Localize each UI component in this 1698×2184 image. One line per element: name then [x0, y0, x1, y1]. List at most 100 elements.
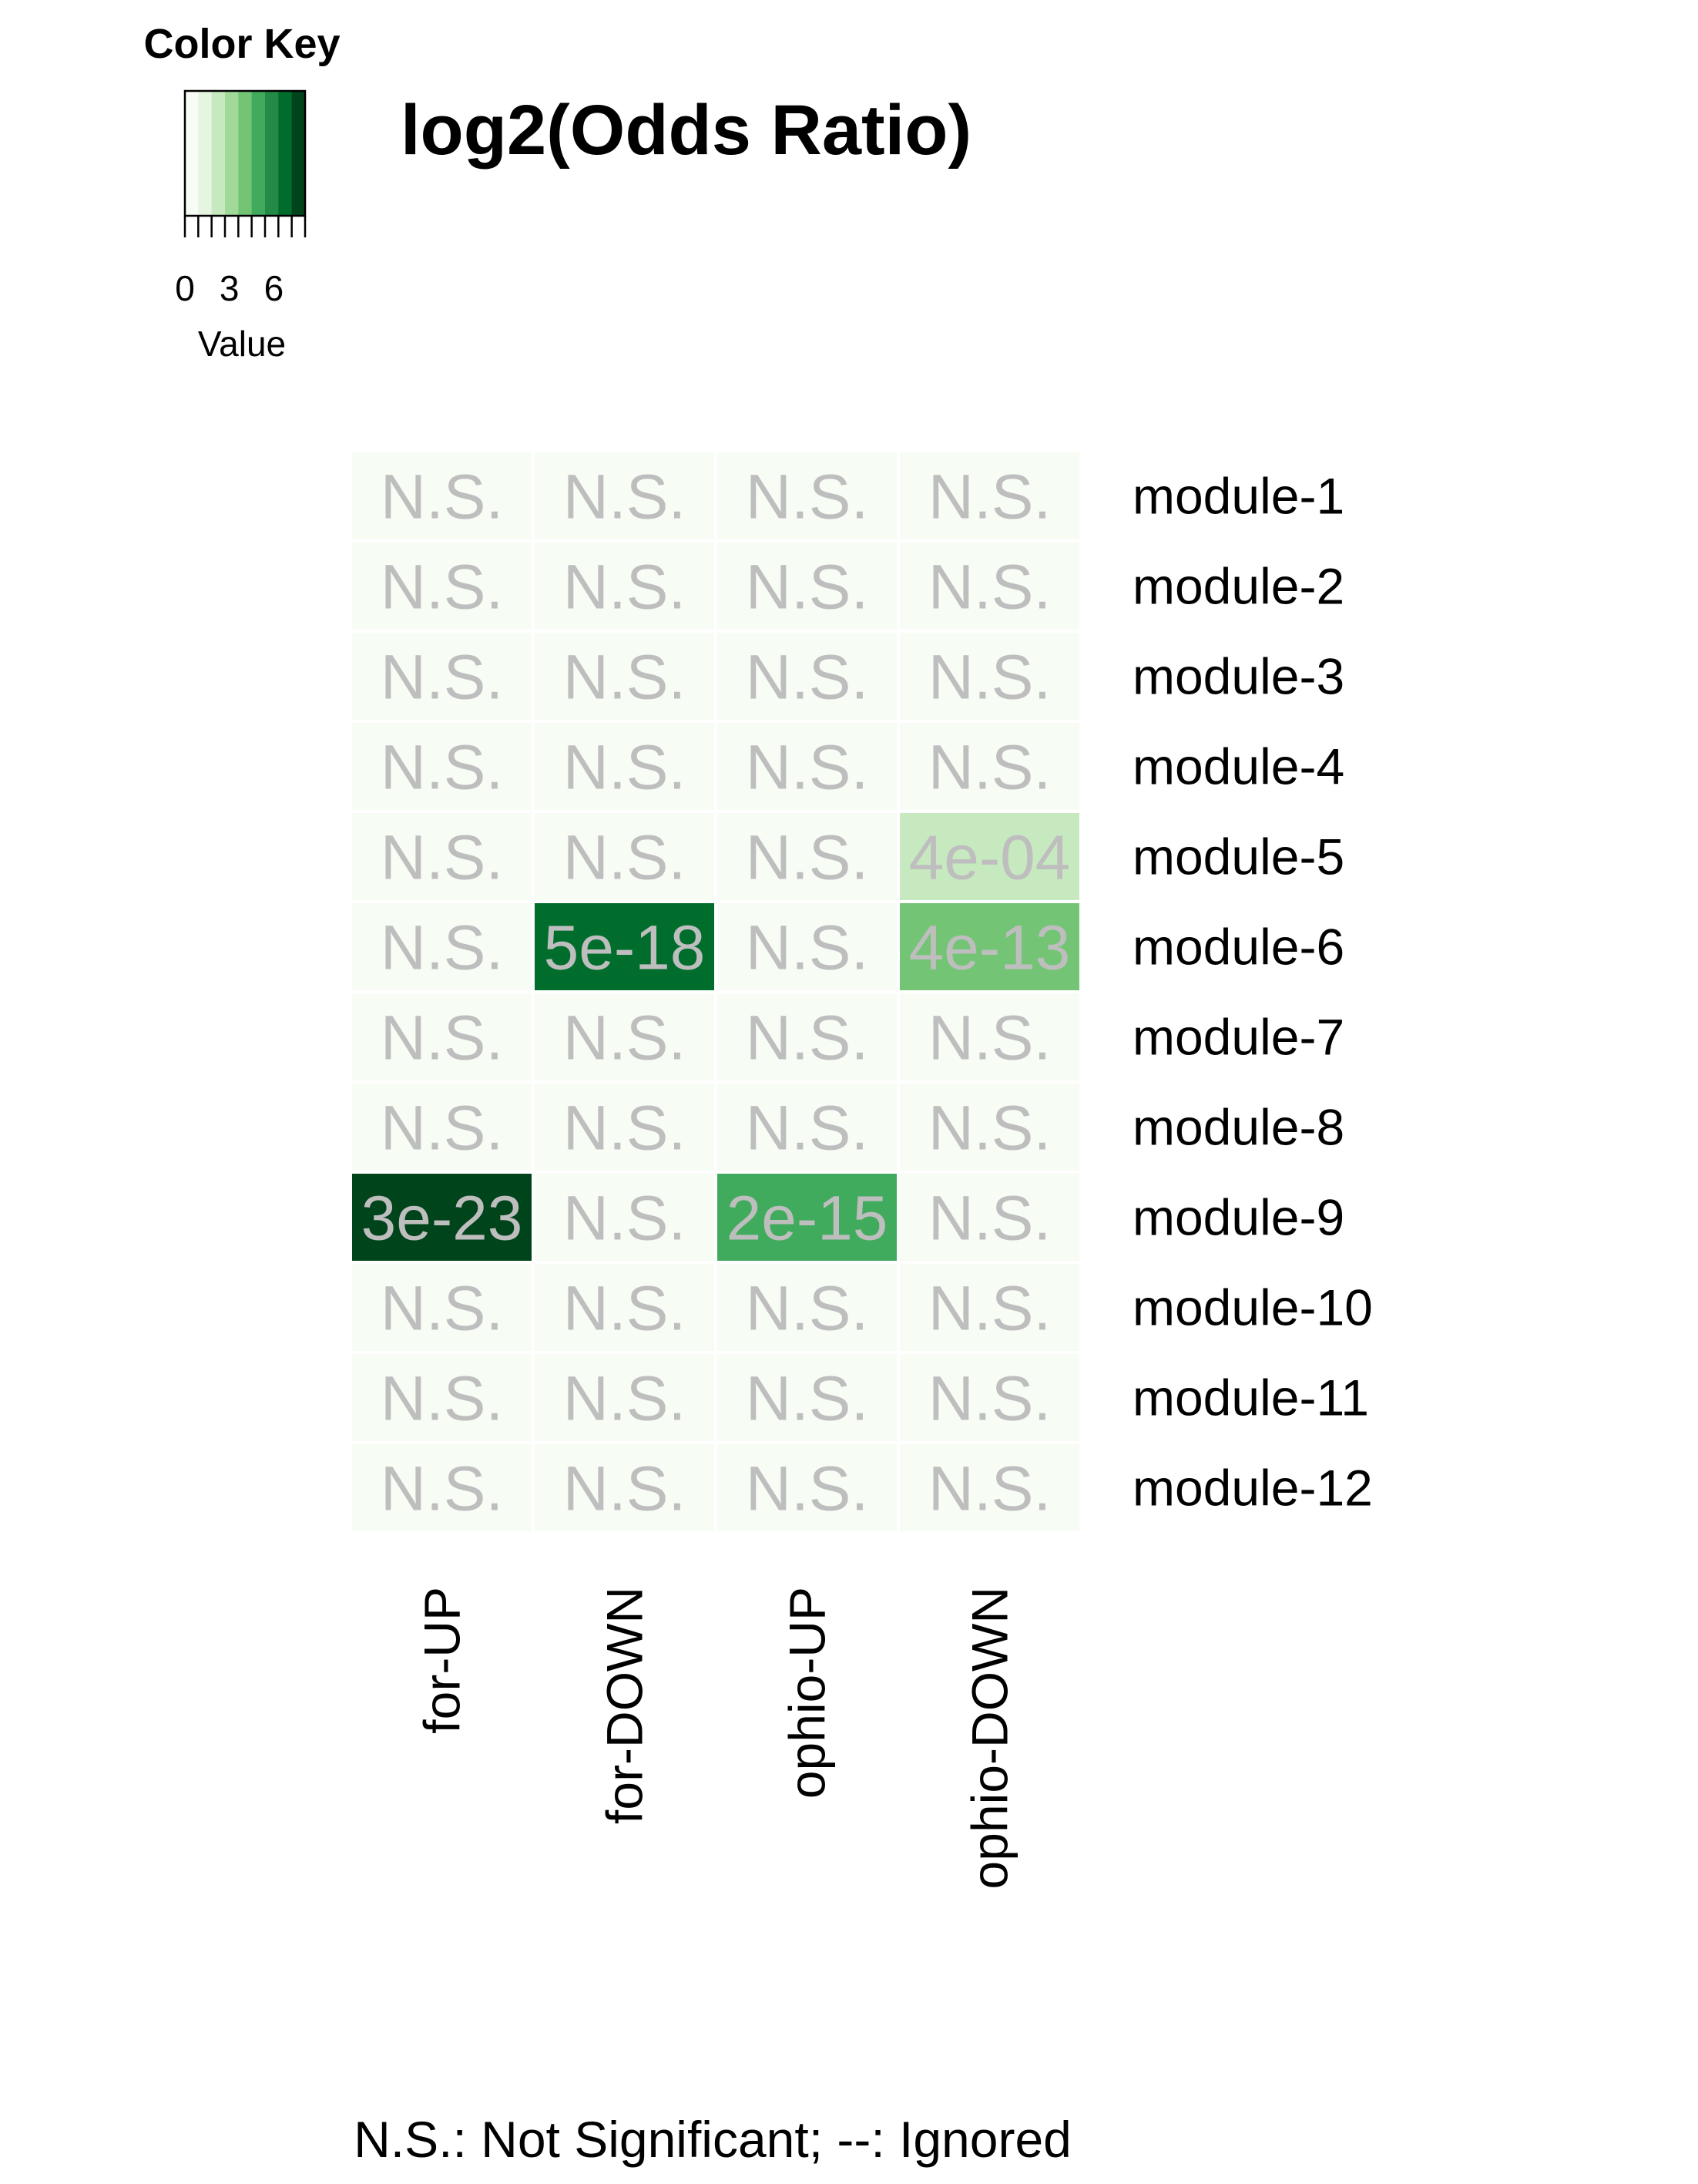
row-label: module-10 [1133, 1279, 1373, 1336]
heatmap-cell-label: N.S. [563, 1364, 686, 1434]
heatmap-cell [717, 993, 897, 1080]
column-label: ophio-UP [779, 1587, 836, 1799]
heatmap-cell [535, 903, 714, 990]
heatmap-cell [535, 1444, 714, 1531]
heatmap-cell [717, 452, 897, 539]
row-label: module-5 [1133, 828, 1344, 885]
row-label: module-2 [1133, 558, 1344, 615]
heatmap-cell-label: N.S. [928, 553, 1051, 623]
row-label: module-4 [1133, 738, 1344, 795]
heatmap-cell-label: N.S. [381, 1274, 503, 1344]
heatmap-cell [900, 1174, 1079, 1261]
heatmap-cell [900, 543, 1079, 630]
heatmap-cell-label: N.S. [746, 643, 868, 713]
heatmap-cell-label: 5e-18 [544, 913, 706, 983]
color-key-swatch [251, 91, 266, 216]
heatmap-cell [352, 633, 532, 720]
heatmap-cell [900, 633, 1079, 720]
heatmap-cell [900, 452, 1079, 539]
heatmap-cell-label: N.S. [746, 1274, 868, 1344]
heatmap-cell [900, 1084, 1079, 1171]
heatmap-cell-label: N.S. [928, 733, 1051, 803]
heatmap-cell-label: N.S. [928, 1274, 1051, 1344]
heatmap-cell-label: N.S. [563, 1094, 686, 1164]
heatmap-cell [717, 1174, 897, 1261]
heatmap-cell-label: N.S. [563, 733, 686, 803]
heatmap-cell [717, 1354, 897, 1441]
heatmap-cell [717, 1264, 897, 1351]
heatmap-cell-label: N.S. [746, 1094, 868, 1164]
heatmap-cell-labels: N.S. N.S. N.S. N.S. N.S. N.S. N.S. N.S. N.S. N.S.… [361, 462, 1071, 1524]
color-key-tick-label: 6 [264, 268, 284, 308]
heatmap-cell [352, 452, 532, 539]
footnote: N.S.: Not Significant; --: Ignored [354, 2111, 1072, 2168]
heatmap-cell [900, 1264, 1079, 1351]
heatmap-cell [535, 1264, 714, 1351]
heatmap-cell [717, 723, 897, 810]
heatmap-cell-label: N.S. [746, 1364, 868, 1434]
heatmap-cell [352, 1444, 532, 1531]
heatmap-cell [535, 723, 714, 810]
heatmap-cell [535, 993, 714, 1080]
heatmap-cell-label: N.S. [381, 1364, 503, 1434]
heatmap-cell [535, 543, 714, 630]
row-label: module-11 [1133, 1369, 1369, 1426]
heatmap-cell-label: 2e-15 [727, 1184, 888, 1254]
heatmap-cell-label: 4e-04 [909, 823, 1071, 893]
heatmap-cell-label: N.S. [746, 462, 868, 533]
heatmap-cell-label: N.S. [928, 1364, 1051, 1434]
heatmap-cell-label: N.S. [563, 462, 686, 533]
heatmap-cell [900, 1354, 1079, 1441]
color-key-bar [183, 89, 307, 217]
row-label: module-8 [1133, 1099, 1344, 1156]
heatmap-cell-label: N.S. [381, 733, 503, 803]
heatmap-cell-label: N.S. [928, 1184, 1051, 1254]
column-labels: for-UP for-DOWN ophio-UP ophio-DOWN [414, 1587, 1018, 1889]
heatmap-cell-label: N.S. [381, 553, 503, 623]
color-key-border [183, 89, 307, 217]
heatmap-cell-label: N.S. [928, 643, 1051, 713]
heatmap-cell-label: N.S. [381, 1454, 503, 1524]
heatmap-cell [352, 993, 532, 1080]
heatmap-cell [352, 813, 532, 900]
heatmap-cell-label: N.S. [928, 462, 1051, 533]
heatmap-cell-label: N.S. [928, 1454, 1051, 1524]
heatmap-cell [717, 633, 897, 720]
heatmap-cell-label: N.S. [563, 1454, 686, 1524]
heatmap-cell [352, 1264, 532, 1351]
heatmap-cell [900, 993, 1079, 1080]
color-key-swatch [291, 91, 306, 216]
color-key-swatch [238, 91, 253, 216]
heatmap-cell [352, 543, 532, 630]
heatmap-cell-label: N.S. [746, 733, 868, 803]
heatmap-cell [900, 903, 1079, 990]
heatmap-cell-label: N.S. [746, 823, 868, 893]
heatmap-cell-label: N.S. [381, 462, 503, 533]
heatmap-cell-label: N.S. [381, 1003, 503, 1074]
heatmap-cell [535, 1084, 714, 1171]
heatmap-cell [352, 723, 532, 810]
heatmap-cell [717, 543, 897, 630]
heatmap-cell-label: N.S. [746, 1454, 868, 1524]
color-key-swatch [278, 91, 293, 216]
row-label: module-6 [1133, 919, 1344, 976]
heatmap-cell-label: N.S. [563, 553, 686, 623]
row-label: module-3 [1133, 648, 1344, 705]
heatmap-cell [535, 452, 714, 539]
heatmap-cell [535, 813, 714, 900]
heatmap-cell [717, 1444, 897, 1531]
heatmap-cell [717, 1084, 897, 1171]
color-key-tick-label: 3 [220, 268, 240, 308]
color-key-swatch [211, 91, 226, 216]
heatmap-cell [535, 633, 714, 720]
heatmap-cell-label: N.S. [563, 1184, 686, 1254]
heatmap-cell-label: N.S. [746, 1003, 868, 1074]
color-key-swatch [198, 91, 213, 216]
row-label: module-9 [1133, 1189, 1344, 1246]
heatmap-cell-label: N.S. [381, 1094, 503, 1164]
heatmap-cell [900, 723, 1079, 810]
heatmap-cell [900, 813, 1079, 900]
heatmap-cell-label: N.S. [381, 823, 503, 893]
heatmap-cell [717, 903, 897, 990]
